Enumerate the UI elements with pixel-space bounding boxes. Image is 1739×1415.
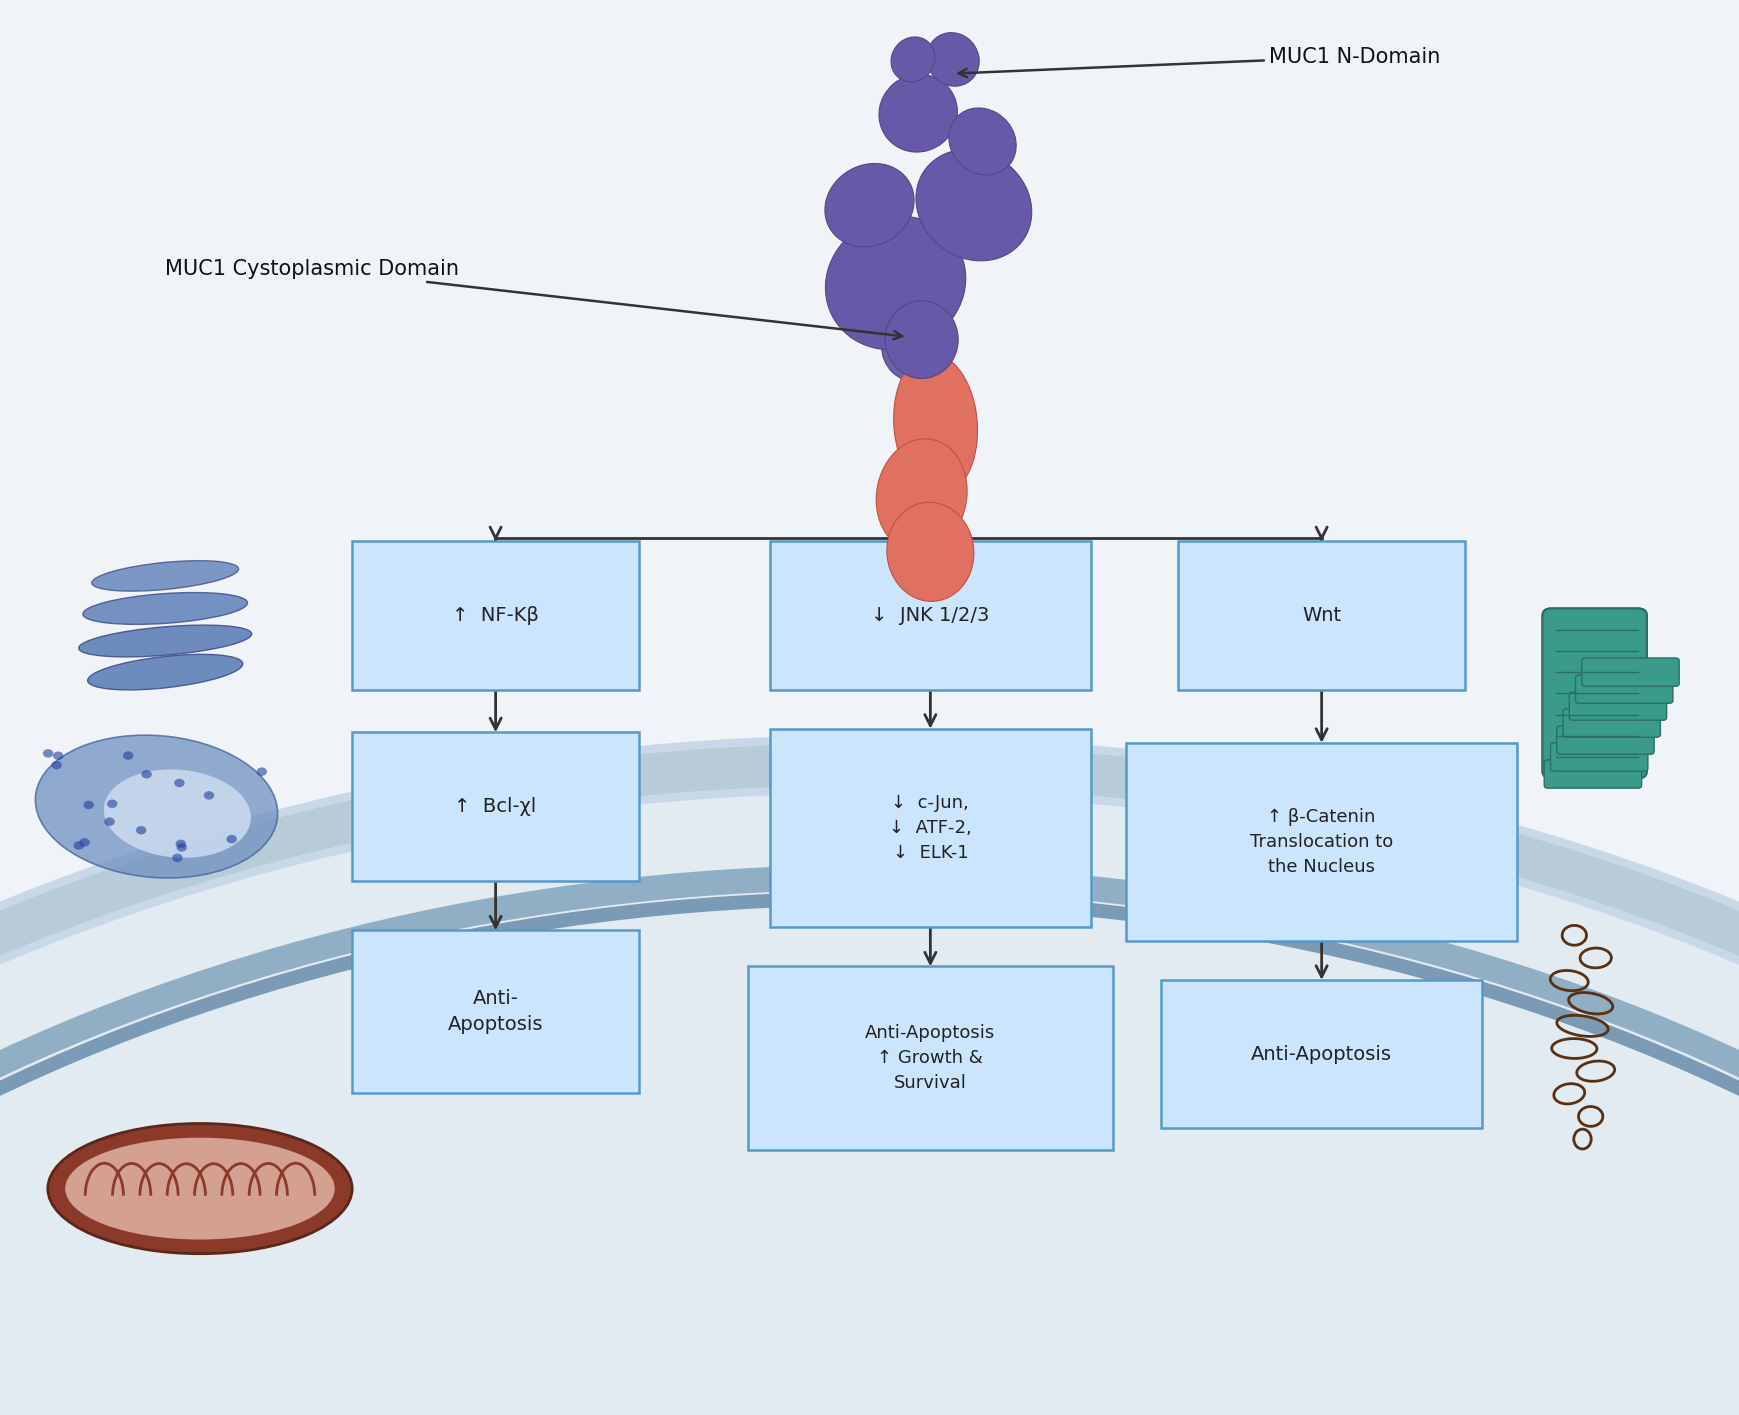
FancyBboxPatch shape bbox=[769, 542, 1092, 691]
Ellipse shape bbox=[35, 736, 278, 877]
FancyBboxPatch shape bbox=[748, 966, 1113, 1150]
Circle shape bbox=[203, 791, 214, 799]
FancyBboxPatch shape bbox=[769, 729, 1092, 927]
Text: ↑  Bcl-χl: ↑ Bcl-χl bbox=[454, 797, 537, 816]
Ellipse shape bbox=[826, 216, 965, 350]
Ellipse shape bbox=[92, 560, 238, 591]
Ellipse shape bbox=[927, 33, 979, 86]
Circle shape bbox=[141, 770, 151, 778]
Text: Anti-Apoptosis: Anti-Apoptosis bbox=[1250, 1044, 1393, 1064]
FancyBboxPatch shape bbox=[1542, 608, 1647, 778]
FancyBboxPatch shape bbox=[1542, 608, 1647, 778]
Circle shape bbox=[52, 761, 63, 770]
Circle shape bbox=[257, 767, 268, 775]
FancyBboxPatch shape bbox=[351, 733, 638, 880]
Ellipse shape bbox=[890, 37, 936, 82]
Circle shape bbox=[172, 853, 183, 862]
Circle shape bbox=[52, 751, 63, 760]
FancyBboxPatch shape bbox=[1544, 760, 1642, 788]
FancyBboxPatch shape bbox=[1125, 743, 1516, 941]
Text: Anti-
Apoptosis: Anti- Apoptosis bbox=[449, 989, 543, 1034]
Circle shape bbox=[83, 801, 94, 809]
FancyBboxPatch shape bbox=[1576, 675, 1673, 703]
Ellipse shape bbox=[78, 625, 252, 657]
Ellipse shape bbox=[878, 75, 958, 151]
Text: MUC1 Cystoplasmic Domain: MUC1 Cystoplasmic Domain bbox=[165, 259, 903, 340]
Ellipse shape bbox=[49, 1124, 351, 1254]
FancyBboxPatch shape bbox=[1569, 692, 1666, 720]
Text: ↑ β-Catenin
Translocation to
the Nucleus: ↑ β-Catenin Translocation to the Nucleus bbox=[1250, 808, 1393, 876]
Text: ↓  c-Jun,
↓  ATF-2,
↓  ELK-1: ↓ c-Jun, ↓ ATF-2, ↓ ELK-1 bbox=[889, 794, 972, 862]
Ellipse shape bbox=[887, 502, 974, 601]
Circle shape bbox=[108, 799, 118, 808]
Ellipse shape bbox=[87, 654, 243, 691]
Text: MUC1 N-Domain: MUC1 N-Domain bbox=[958, 47, 1442, 78]
Ellipse shape bbox=[0, 764, 1739, 1415]
FancyBboxPatch shape bbox=[0, 0, 1739, 283]
Text: Anti-Apoptosis
↑ Growth &
Survival: Anti-Apoptosis ↑ Growth & Survival bbox=[866, 1024, 995, 1092]
Ellipse shape bbox=[104, 770, 250, 857]
Circle shape bbox=[123, 751, 134, 760]
Ellipse shape bbox=[882, 311, 951, 382]
Circle shape bbox=[43, 749, 54, 757]
Ellipse shape bbox=[66, 1138, 334, 1240]
Ellipse shape bbox=[876, 439, 967, 552]
Circle shape bbox=[226, 835, 237, 843]
FancyBboxPatch shape bbox=[351, 931, 638, 1094]
FancyBboxPatch shape bbox=[1179, 542, 1464, 691]
Ellipse shape bbox=[894, 354, 977, 495]
Circle shape bbox=[174, 778, 184, 787]
Text: Wnt: Wnt bbox=[1303, 606, 1341, 625]
Circle shape bbox=[136, 826, 146, 835]
Circle shape bbox=[176, 839, 186, 848]
Text: ↑  NF-Kβ: ↑ NF-Kβ bbox=[452, 606, 539, 625]
Circle shape bbox=[73, 842, 83, 850]
Text: ↓  JNK 1/2/3: ↓ JNK 1/2/3 bbox=[871, 606, 989, 625]
FancyBboxPatch shape bbox=[1563, 709, 1661, 737]
FancyBboxPatch shape bbox=[1551, 743, 1649, 771]
Ellipse shape bbox=[916, 150, 1031, 260]
FancyBboxPatch shape bbox=[1160, 981, 1482, 1129]
Ellipse shape bbox=[824, 164, 915, 246]
FancyBboxPatch shape bbox=[1556, 726, 1654, 754]
Ellipse shape bbox=[949, 108, 1016, 175]
Circle shape bbox=[104, 818, 115, 826]
Circle shape bbox=[177, 843, 188, 852]
Ellipse shape bbox=[885, 301, 958, 379]
FancyBboxPatch shape bbox=[351, 542, 638, 691]
Ellipse shape bbox=[83, 593, 247, 624]
FancyBboxPatch shape bbox=[1582, 658, 1680, 686]
Circle shape bbox=[80, 838, 90, 846]
